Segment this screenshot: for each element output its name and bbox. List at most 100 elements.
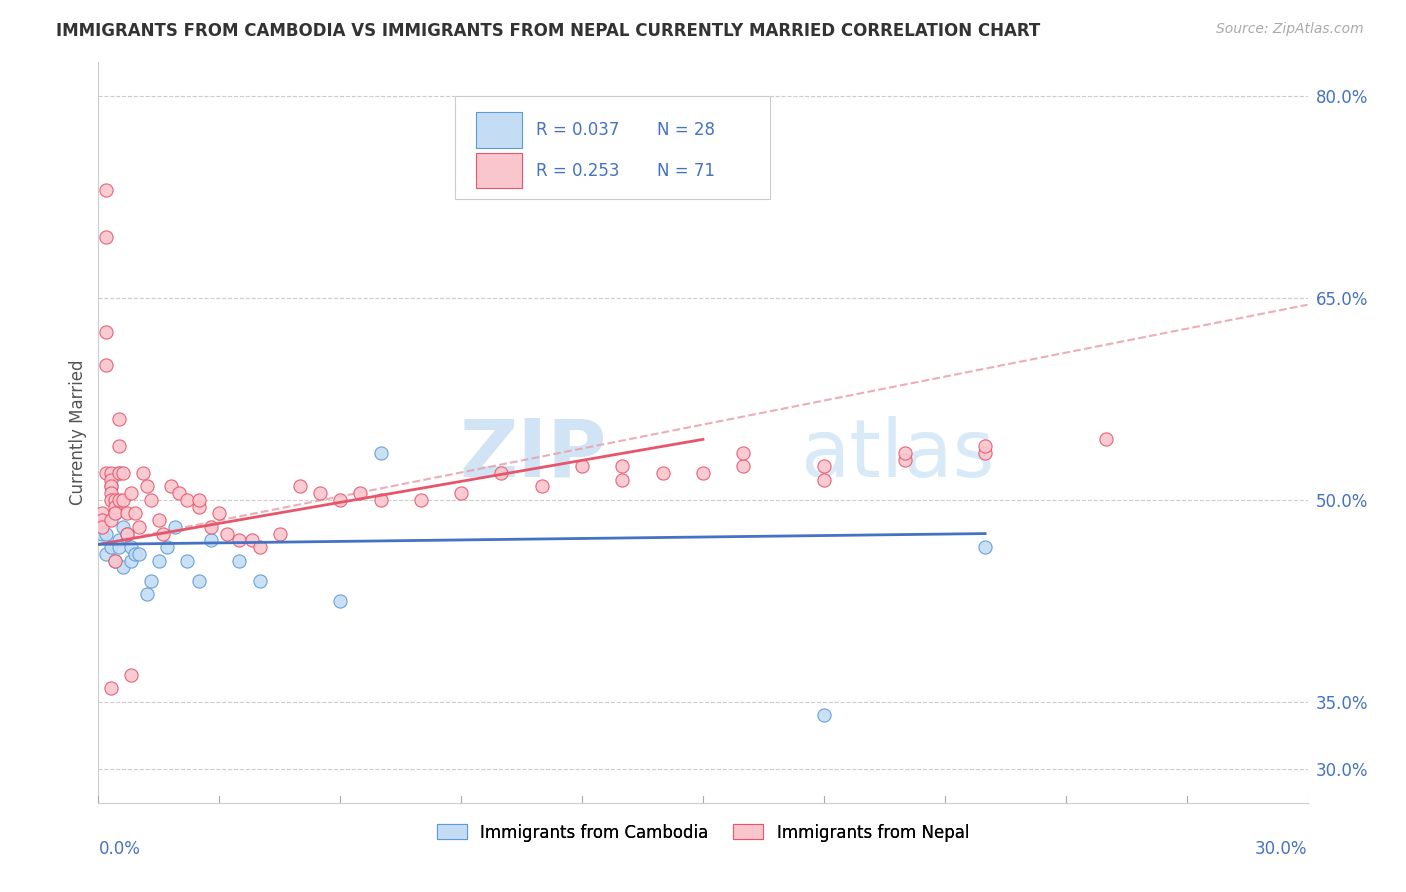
- Point: [100, 513, 122, 527]
- Point: [100, 479, 122, 493]
- Y-axis label: Currently Married: Currently Married: [69, 359, 87, 506]
- Point: [100, 492, 122, 507]
- Point: [893, 452, 915, 467]
- Point: [409, 492, 432, 507]
- Point: [120, 540, 142, 554]
- Point: [612, 473, 634, 487]
- Point: [128, 547, 150, 561]
- Point: [200, 533, 222, 548]
- Point: [107, 412, 129, 426]
- Point: [91, 507, 114, 521]
- Point: [91, 520, 114, 534]
- Point: [91, 526, 114, 541]
- FancyBboxPatch shape: [456, 95, 769, 200]
- Point: [107, 466, 129, 480]
- Point: [733, 459, 755, 474]
- Point: [329, 492, 352, 507]
- Point: [111, 492, 134, 507]
- FancyBboxPatch shape: [475, 112, 522, 147]
- Point: [100, 681, 122, 696]
- Point: [249, 540, 271, 554]
- Point: [107, 540, 129, 554]
- Point: [167, 486, 190, 500]
- Point: [228, 553, 250, 567]
- Point: [91, 513, 114, 527]
- Point: [974, 540, 997, 554]
- Point: [893, 446, 915, 460]
- Point: [120, 668, 142, 682]
- Point: [349, 486, 371, 500]
- Point: [733, 446, 755, 460]
- Point: [188, 492, 211, 507]
- Point: [309, 486, 332, 500]
- Text: 30.0%: 30.0%: [1256, 840, 1308, 858]
- Point: [813, 459, 835, 474]
- Point: [120, 553, 142, 567]
- Point: [132, 466, 155, 480]
- Point: [139, 492, 162, 507]
- Point: [612, 459, 634, 474]
- Point: [974, 446, 997, 460]
- Point: [107, 466, 129, 480]
- Point: [370, 446, 392, 460]
- Point: [103, 500, 125, 514]
- Point: [115, 526, 138, 541]
- Point: [103, 507, 125, 521]
- Point: [152, 526, 174, 541]
- Point: [530, 479, 553, 493]
- Point: [100, 486, 122, 500]
- Point: [107, 492, 129, 507]
- Point: [107, 439, 129, 453]
- Point: [370, 492, 392, 507]
- Point: [148, 553, 170, 567]
- Point: [120, 486, 142, 500]
- Point: [249, 574, 271, 588]
- Point: [96, 183, 118, 197]
- Point: [571, 459, 593, 474]
- Point: [329, 594, 352, 608]
- Legend: Immigrants from Cambodia, Immigrants from Nepal: Immigrants from Cambodia, Immigrants fro…: [429, 815, 977, 850]
- Point: [115, 526, 138, 541]
- Point: [148, 513, 170, 527]
- Point: [100, 540, 122, 554]
- Text: ZIP: ZIP: [458, 416, 606, 494]
- Point: [176, 492, 198, 507]
- Point: [217, 526, 239, 541]
- Point: [208, 507, 231, 521]
- Point: [103, 507, 125, 521]
- Point: [124, 547, 146, 561]
- Point: [651, 466, 673, 480]
- Point: [450, 486, 472, 500]
- Point: [188, 500, 211, 514]
- Point: [124, 507, 146, 521]
- Text: 0.0%: 0.0%: [98, 840, 141, 858]
- Point: [269, 526, 291, 541]
- Point: [139, 574, 162, 588]
- Point: [96, 466, 118, 480]
- Point: [96, 325, 118, 339]
- FancyBboxPatch shape: [475, 153, 522, 188]
- Point: [156, 540, 179, 554]
- Point: [160, 479, 183, 493]
- Point: [163, 520, 186, 534]
- Text: R = 0.037: R = 0.037: [536, 120, 620, 139]
- Text: atlas: atlas: [800, 416, 994, 494]
- Point: [135, 479, 157, 493]
- Point: [813, 473, 835, 487]
- Point: [103, 553, 125, 567]
- Text: Source: ZipAtlas.com: Source: ZipAtlas.com: [1216, 22, 1364, 37]
- Point: [96, 359, 118, 373]
- Point: [103, 553, 125, 567]
- Point: [240, 533, 263, 548]
- Point: [100, 473, 122, 487]
- Point: [100, 479, 122, 493]
- Point: [96, 526, 118, 541]
- Text: N = 71: N = 71: [657, 161, 716, 179]
- Point: [813, 708, 835, 723]
- Point: [96, 547, 118, 561]
- Point: [111, 560, 134, 574]
- Point: [100, 466, 122, 480]
- Text: N = 28: N = 28: [657, 120, 716, 139]
- Point: [111, 520, 134, 534]
- Point: [96, 230, 118, 244]
